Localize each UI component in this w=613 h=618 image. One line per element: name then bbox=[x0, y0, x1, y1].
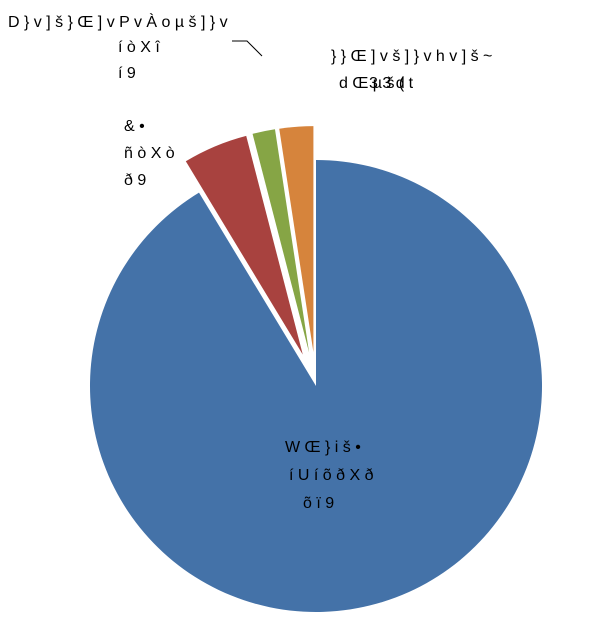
slice-label-blue-line-1: W Œ } i š • bbox=[285, 439, 361, 456]
leader-line bbox=[232, 40, 263, 57]
slice-label-red-line-2: ñ ò X ò bbox=[124, 145, 175, 162]
pie-slices bbox=[90, 126, 543, 613]
slice-label-orange-line-1: } } Œ ] v š ] } v h v ] š ~ bbox=[331, 48, 492, 65]
pie-slice-green bbox=[252, 129, 310, 353]
pie-slice-orange bbox=[279, 126, 314, 353]
slice-label-blue-line-3: õ ï 9 bbox=[303, 495, 334, 512]
slice-label-red-line-3: ð 9 bbox=[124, 172, 146, 189]
slice-label-green-line-1: D } v ] š } Œ ] v P v À o µ š ] } v bbox=[8, 12, 228, 31]
slice-label-red-line-1: & • bbox=[124, 118, 145, 135]
slice-label-blue-line-2: í U í õ ð X ð bbox=[289, 467, 374, 484]
slice-label-green-line-2: í ò X î bbox=[118, 39, 160, 56]
slice-label-green-line-3: í 9 bbox=[118, 65, 136, 82]
slice-label-overlap: 3 3 d bbox=[369, 75, 405, 92]
pie-slice-blue bbox=[90, 160, 543, 613]
slice-label-orange-line-2: d Œ µ š ( t bbox=[339, 75, 414, 92]
pie-slice-red bbox=[185, 135, 303, 355]
